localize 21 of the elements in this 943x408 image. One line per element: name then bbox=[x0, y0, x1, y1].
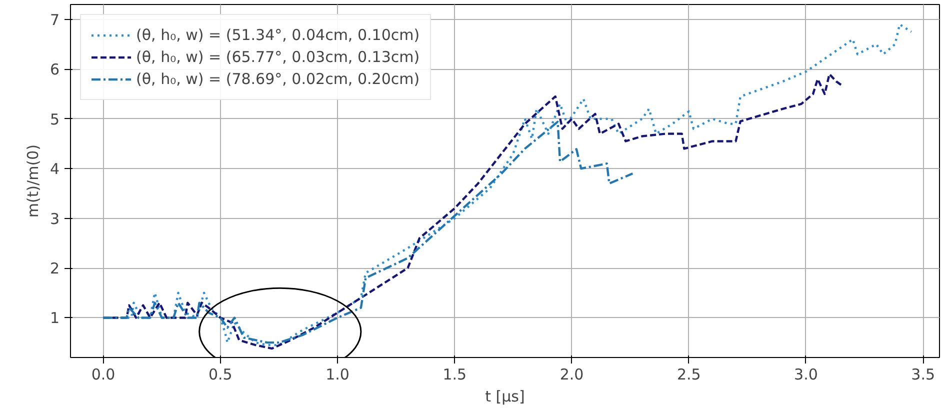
y-tick-label: 2 bbox=[50, 260, 60, 278]
y-tick-label: 6 bbox=[50, 60, 60, 79]
x-axis-title: t [μs] bbox=[485, 388, 525, 406]
x-tick-label: 0.0 bbox=[91, 366, 116, 384]
legend-label: (θ, h₀, w) = (51.34°, 0.04cm, 0.10cm) bbox=[136, 26, 420, 44]
x-tick-label: 3.5 bbox=[911, 366, 936, 384]
y-tick-label: 5 bbox=[50, 110, 60, 128]
y-tick-label: 7 bbox=[50, 10, 60, 29]
line-series bbox=[102, 120, 634, 344]
x-tick-label: 2.5 bbox=[676, 366, 701, 384]
legend-label: (θ, h₀, w) = (78.69°, 0.02cm, 0.20cm) bbox=[136, 70, 420, 88]
y-tick-label: 3 bbox=[50, 210, 60, 228]
y-tick-label: 4 bbox=[50, 160, 60, 178]
x-tick-label: 0.5 bbox=[208, 366, 232, 384]
y-tick-label: 1 bbox=[50, 309, 60, 328]
x-tick-label: 1.5 bbox=[442, 366, 467, 384]
legend-label: (θ, h₀, w) = (65.77°, 0.03cm, 0.13cm) bbox=[136, 48, 420, 66]
x-tick-label: 3.0 bbox=[794, 366, 818, 384]
y-axis-title: m(t)/m(0) bbox=[24, 144, 42, 218]
x-tick-label: 1.0 bbox=[326, 366, 350, 384]
x-tick-label: 2.0 bbox=[560, 366, 584, 384]
